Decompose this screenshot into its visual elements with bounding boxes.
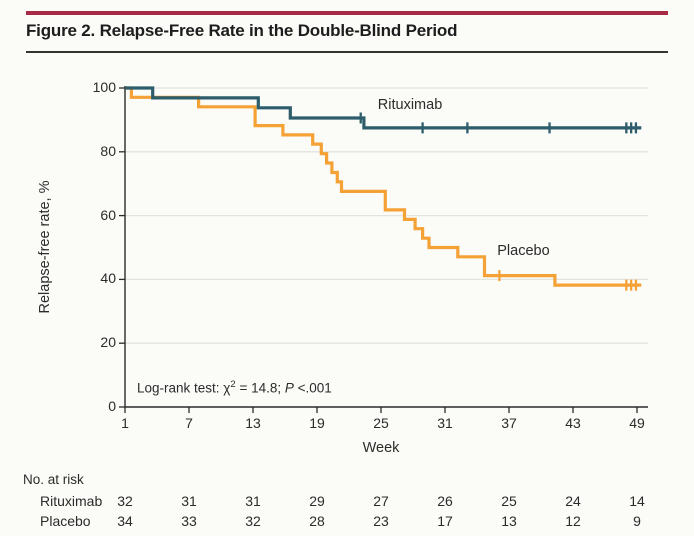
risk-row-label-placebo: Placebo — [40, 513, 91, 529]
risk-cell-rituximab-w37: 25 — [501, 493, 517, 509]
risk-cell-placebo-w1: 34 — [117, 513, 133, 529]
x-tick-label-13: 13 — [245, 415, 261, 431]
y-tick-label-100: 100 — [92, 79, 116, 95]
risk-cell-rituximab-w13: 31 — [245, 493, 261, 509]
x-tick-label-43: 43 — [565, 415, 581, 431]
series-label-rituximab: Rituximab — [377, 96, 443, 113]
risk-cell-rituximab-w31: 26 — [437, 493, 453, 509]
x-tick-label-49: 49 — [629, 415, 645, 431]
x-tick-label-25: 25 — [373, 415, 389, 431]
risk-cell-rituximab-w7: 31 — [181, 493, 197, 509]
series-label-placebo: Placebo — [497, 242, 550, 259]
annotation-mid: = 14.8; — [235, 380, 285, 396]
x-axis-title: Week — [362, 440, 400, 456]
x-tick-label-1: 1 — [121, 415, 129, 431]
title-divider — [26, 51, 668, 53]
risk-cell-placebo-w49: 9 — [633, 513, 641, 529]
y-tick-label-60: 60 — [100, 206, 116, 223]
rituximab-curve — [125, 86, 642, 130]
annotation-superscript: 2 — [230, 379, 236, 390]
y-tick-label-40: 40 — [100, 270, 116, 287]
risk-table-heading: No. at risk — [23, 472, 84, 487]
risk-row-label-rituximab: Rituximab — [40, 493, 103, 509]
annotation-suffix: <.001 — [293, 380, 332, 396]
risk-cell-placebo-w31: 17 — [437, 513, 453, 529]
y-axis-title: Relapse-free rate, % — [37, 180, 53, 314]
risk-cell-rituximab-w43: 24 — [565, 493, 581, 509]
x-tick-label-7: 7 — [185, 415, 193, 431]
top-accent-rule — [26, 11, 668, 15]
risk-cell-placebo-w25: 23 — [373, 513, 389, 529]
km-plot — [119, 86, 648, 413]
risk-cell-rituximab-w1: 32 — [117, 493, 133, 509]
figure-title: Figure 2. Relapse-Free Rate in the Doubl… — [26, 21, 458, 40]
risk-cell-rituximab-w49: 14 — [629, 493, 645, 509]
risk-cell-placebo-w7: 33 — [181, 513, 197, 529]
risk-cell-placebo-w13: 32 — [245, 513, 261, 529]
placebo-curve — [125, 86, 642, 287]
x-tick-label-37: 37 — [501, 415, 517, 431]
y-tick-label-80: 80 — [100, 142, 116, 159]
annotation-prefix: Log-rank test: χ — [137, 380, 231, 396]
risk-cell-rituximab-w25: 27 — [373, 493, 389, 509]
risk-cell-placebo-w43: 12 — [565, 513, 581, 529]
risk-cell-rituximab-w19: 29 — [309, 493, 325, 509]
y-tick-label-20: 20 — [100, 334, 116, 351]
annotation-p-label: P — [284, 380, 294, 396]
y-tick-label-0: 0 — [108, 398, 116, 414]
risk-cell-placebo-w37: 13 — [501, 513, 517, 529]
x-tick-label-31: 31 — [437, 415, 453, 431]
x-tick-label-19: 19 — [309, 415, 325, 431]
risk-cell-placebo-w19: 28 — [309, 513, 325, 529]
logrank-annotation: Log-rank test: χ2 = 14.8; P <.001 — [137, 379, 332, 396]
